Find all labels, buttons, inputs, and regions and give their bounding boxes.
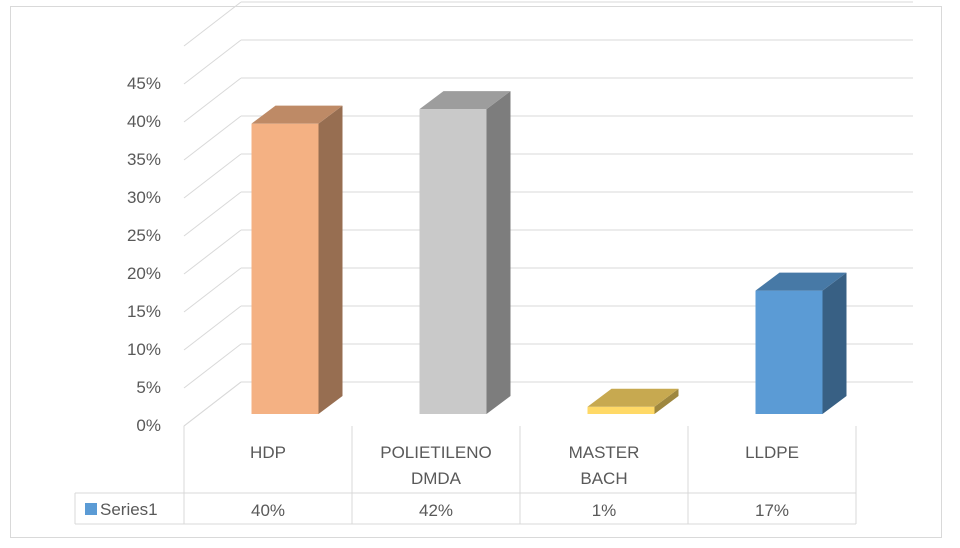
category-label-line: HDP [250, 443, 286, 462]
category-label: POLIETILENO DMDA [380, 443, 491, 488]
bars [251, 91, 847, 415]
gridline-side [183, 305, 242, 351]
category-label-line: BACH [580, 469, 627, 488]
category-label: MASTER BACH [569, 443, 640, 488]
bar-side [318, 105, 343, 415]
gridline-side [183, 229, 242, 275]
category-label: LLDPE [745, 443, 799, 462]
bar-top [587, 388, 679, 407]
data-label: 1% [592, 501, 617, 520]
bar-top [755, 272, 847, 291]
y-tick-label: 5% [136, 378, 161, 397]
gridline-side [183, 115, 242, 161]
gridline-side [183, 77, 242, 123]
category-label-line: MASTER [569, 443, 640, 462]
bar-side [486, 91, 511, 414]
gridline-side [183, 191, 242, 237]
chart-frame [10, 6, 942, 538]
bar-top [419, 91, 511, 110]
category-label-line: LLDPE [745, 443, 799, 462]
y-tick-label: 45% [127, 74, 161, 93]
y-tick-label: 30% [127, 188, 161, 207]
y-tick-label: 35% [127, 150, 161, 169]
bar-front [419, 109, 487, 414]
y-tick-label: 15% [127, 302, 161, 321]
bar-front [587, 406, 655, 414]
y-tick-label: 40% [127, 112, 161, 131]
bar-top [251, 105, 343, 124]
gridlines [183, 1, 913, 427]
bar [251, 105, 343, 415]
bar-front [251, 123, 319, 415]
gridline-side [183, 267, 242, 313]
y-tick-label: 20% [127, 264, 161, 283]
y-tick-label: 0% [136, 416, 161, 435]
bar-side [822, 272, 847, 414]
category-label-line: DMDA [411, 469, 462, 488]
bar-front [755, 290, 823, 414]
gridline-side [183, 343, 242, 389]
gridline-side [183, 1, 242, 47]
bar-side [654, 388, 679, 414]
legend-key [85, 503, 97, 515]
y-tick-label: 25% [127, 226, 161, 245]
bar [755, 272, 847, 414]
y-axis-labels: 0% 5% 10% 15% 20% 25% 30% 35% 40% 45% [127, 74, 161, 435]
data-label: 40% [251, 501, 285, 520]
data-label: 42% [419, 501, 453, 520]
bar [587, 388, 679, 414]
y-tick-label: 10% [127, 340, 161, 359]
gridline-side [183, 39, 242, 85]
category-label: HDP [250, 443, 286, 462]
category-label-line: POLIETILENO [380, 443, 491, 462]
floor-edge [183, 381, 242, 427]
data-label: 17% [755, 501, 789, 520]
data-table: HDP POLIETILENO DMDA MASTER BACH LLDPE 40% 42% 1… [74, 426, 857, 525]
bar [419, 91, 511, 414]
legend-label: Series1 [100, 500, 158, 519]
gridline-side [183, 153, 242, 199]
